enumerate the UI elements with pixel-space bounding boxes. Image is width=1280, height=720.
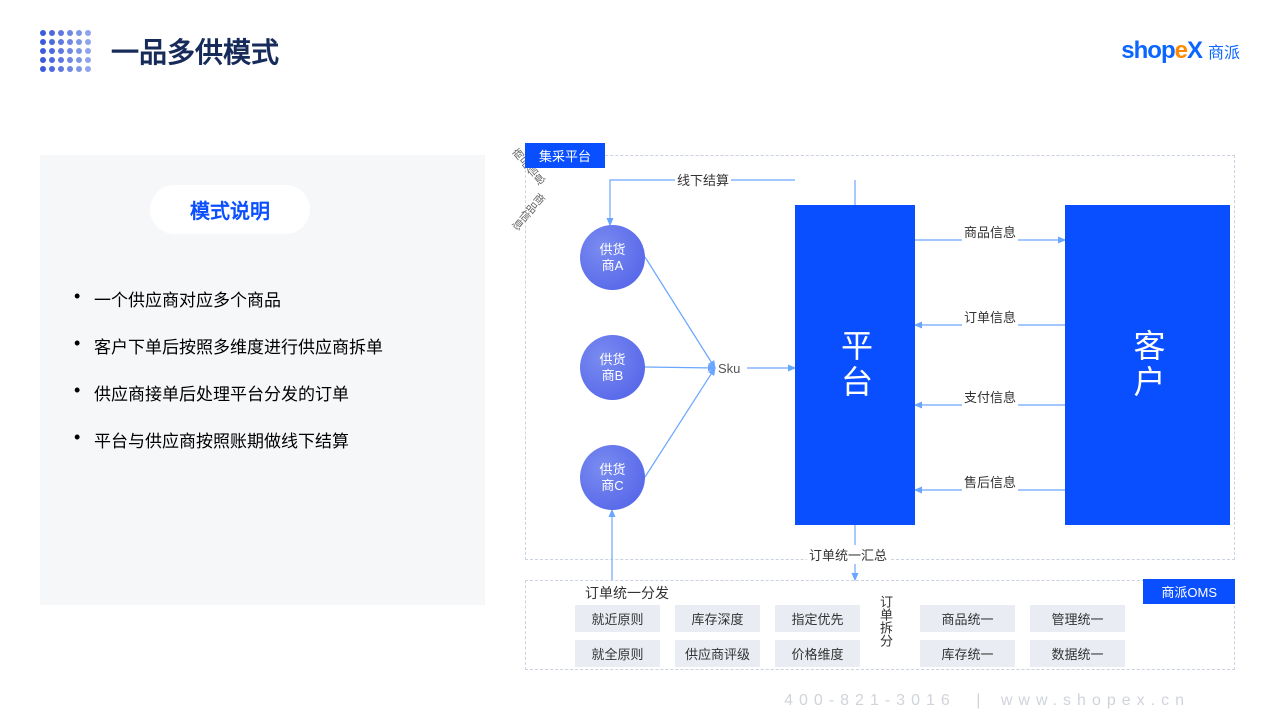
rule-tag: 库存统一 xyxy=(920,640,1015,667)
platform-box: 平台 xyxy=(795,205,915,525)
diagram: 集采平台 供货商A供货商B供货商CSku平台客户线下结算商品信息商品信息商品信息… xyxy=(520,145,1240,685)
rule-tag: 库存深度 xyxy=(675,605,760,632)
footer: 400-821-3016 | www.shopex.cn xyxy=(784,692,1190,710)
bullet-item: 客户下单后按照多维度进行供应商拆单 xyxy=(70,333,455,358)
frame-label: 集采平台 xyxy=(525,143,605,168)
oms-label: 商派OMS xyxy=(1143,579,1235,604)
summary-label: 订单统一汇总 xyxy=(807,545,889,564)
bullet-item: 平台与供应商按照账期做线下结算 xyxy=(70,427,455,452)
page-title: 一品多供模式 xyxy=(111,31,279,71)
split-label: 订单拆分 xyxy=(876,595,895,647)
supplier-node: 供货商A xyxy=(580,225,645,290)
supplier-node: 供货商B xyxy=(580,335,645,400)
rule-tag: 商品统一 xyxy=(920,605,1015,632)
rule-tag: 价格维度 xyxy=(775,640,860,667)
bullet-item: 供应商接单后处理平台分发的订单 xyxy=(70,380,455,405)
footer-site: www.shopex.cn xyxy=(1001,692,1190,709)
edge-label: 线下结算 xyxy=(675,170,731,189)
left-panel: 模式说明 一个供应商对应多个商品客户下单后按照多维度进行供应商拆单供应商接单后处… xyxy=(40,155,485,605)
edge-label: 商品信息 xyxy=(962,222,1018,241)
sku-label: Sku xyxy=(718,361,740,376)
supplier-node: 供货商C xyxy=(580,445,645,510)
mode-badge: 模式说明 xyxy=(150,185,310,234)
distribute-label: 订单统一分发 xyxy=(585,583,669,603)
rule-tag: 管理统一 xyxy=(1030,605,1125,632)
logo-cn: 商派 xyxy=(1208,39,1240,63)
bullet-item: 一个供应商对应多个商品 xyxy=(70,286,455,311)
rule-tag: 就全原则 xyxy=(575,640,660,667)
rule-tag: 指定优先 xyxy=(775,605,860,632)
edge-label: 售后信息 xyxy=(962,472,1018,491)
edge-label: 订单信息 xyxy=(962,307,1018,326)
rule-tag: 供应商评级 xyxy=(675,640,760,667)
rule-tag: 就近原则 xyxy=(575,605,660,632)
rule-tag: 数据统一 xyxy=(1030,640,1125,667)
customer-box: 客户 xyxy=(1065,205,1230,525)
footer-phone: 400-821-3016 xyxy=(784,692,956,709)
bullet-list: 一个供应商对应多个商品客户下单后按照多维度进行供应商拆单供应商接单后处理平台分发… xyxy=(70,286,455,452)
logo: shopeX 商派 xyxy=(1121,37,1240,65)
dot-grid-icon xyxy=(40,30,91,72)
logo-text: shopeX xyxy=(1121,37,1202,65)
edge-label: 支付信息 xyxy=(962,387,1018,406)
header: 一品多供模式 shopeX 商派 xyxy=(40,30,1240,72)
mode-title: 模式说明 xyxy=(190,201,270,223)
